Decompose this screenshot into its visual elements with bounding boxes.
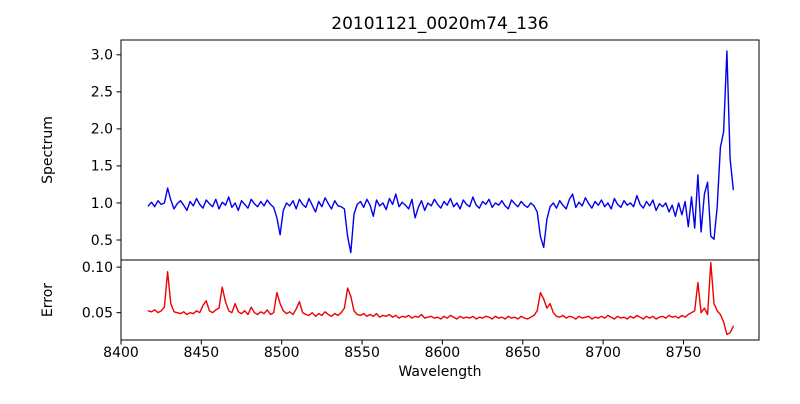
y-tick-label: 1.0 — [91, 196, 113, 212]
error-panel: 0.05 0.10 8400 8450 8500 8550 8600 8650 8700 875… — [40, 259, 760, 380]
spectrum-ylabel: Spectrum — [40, 116, 56, 184]
x-tick-label: 8650 — [505, 345, 541, 361]
error-xticks: 8400 8450 8500 8550 8600 8650 8700 8750 — [103, 340, 701, 361]
error-ylabel: Error — [40, 283, 56, 317]
x-tick-label: 8600 — [425, 345, 461, 361]
error-yticks: 0.05 0.10 — [82, 260, 121, 321]
error-panel-frame — [120, 259, 760, 341]
x-tick-label: 8500 — [264, 345, 300, 361]
y-tick-label: 2.5 — [91, 85, 113, 101]
y-tick-label: 0.5 — [91, 233, 113, 249]
x-tick-label: 8400 — [103, 345, 139, 361]
x-tick-label: 8450 — [184, 345, 220, 361]
y-tick-label: 3.0 — [91, 48, 113, 64]
x-tick-label: 8750 — [666, 345, 702, 361]
y-tick-label: 1.5 — [91, 159, 113, 175]
spectrum-yticks: 0.5 1.0 1.5 2.0 2.5 3.0 — [91, 48, 121, 249]
spectrum-line — [147, 50, 734, 254]
chart-title: 20101121_0020m74_136 — [331, 14, 548, 34]
spectrum-panel: 0.5 1.0 1.5 2.0 2.5 3.0 Spectrum — [40, 39, 760, 261]
x-tick-label: 8550 — [344, 345, 380, 361]
spectrum-panel-frame — [120, 39, 760, 261]
y-tick-label: 2.0 — [91, 122, 113, 138]
x-axis-label: Wavelength — [398, 364, 481, 380]
y-tick-label: 0.05 — [82, 305, 113, 321]
x-tick-label: 8700 — [585, 345, 621, 361]
y-tick-label: 0.10 — [82, 260, 113, 276]
error-line — [147, 261, 734, 336]
